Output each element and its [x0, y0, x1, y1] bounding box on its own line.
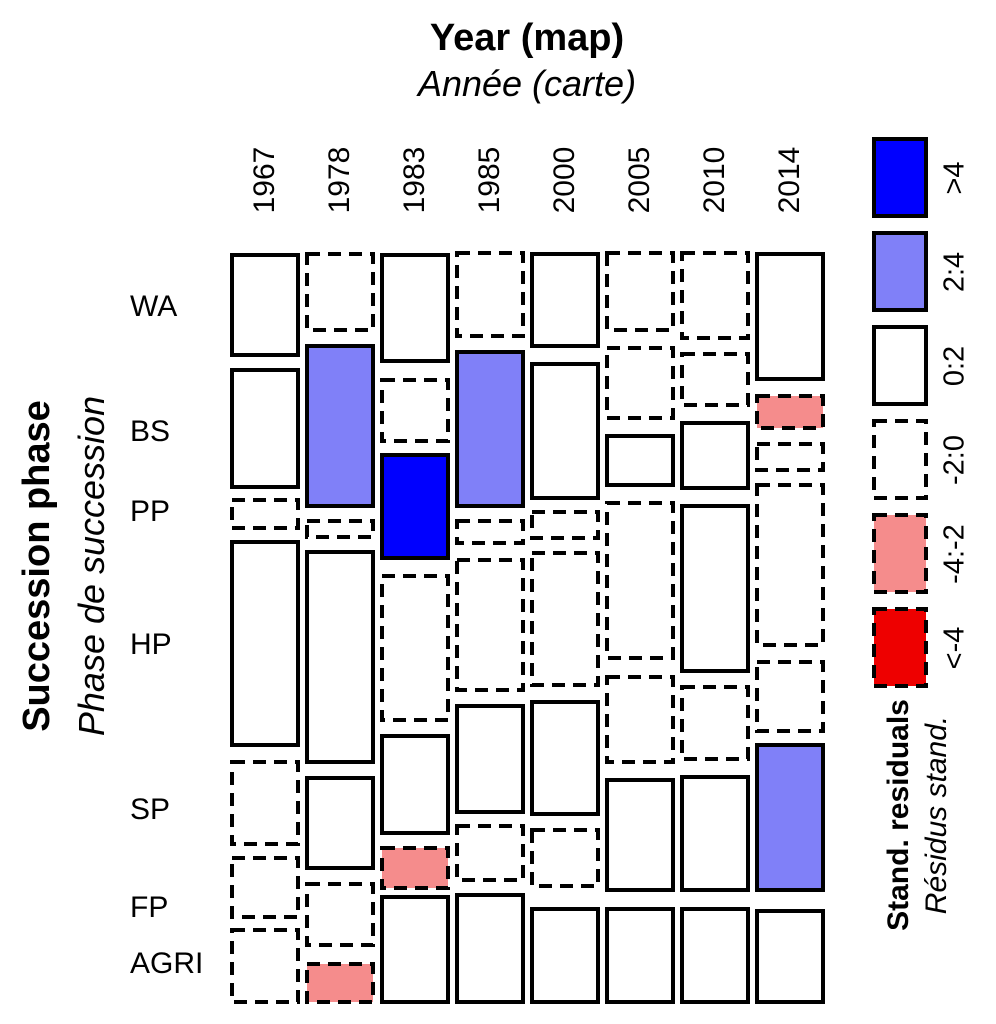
y-tick-SP: SP — [130, 793, 171, 826]
mosaic-cell-1985-AGRI — [455, 893, 525, 1004]
x-axis-title-en: Year (map) — [429, 17, 625, 59]
mosaic-cell-1978-HP — [305, 550, 375, 764]
mosaic-cell-1985-SP — [455, 704, 525, 814]
y-tick-FP: FP — [130, 891, 169, 924]
mosaic-cell-1985-WA — [455, 251, 525, 338]
mosaic-cell-1967-WA — [230, 253, 300, 357]
mosaic-cell-2005-HP — [605, 501, 675, 660]
mosaic-cell-2000-BS — [530, 362, 600, 500]
legend-swatch-2:4 — [872, 231, 928, 312]
mosaic-cell-1983-AGRI — [380, 895, 450, 1004]
y-tick-PP: PP — [130, 495, 171, 528]
mosaic-cell-2000-PP — [530, 510, 600, 540]
mosaic-cell-1967-PP — [230, 498, 300, 530]
mosaic-cell-2010-WA — [680, 251, 750, 340]
mosaic-cell-2005-WA — [605, 251, 675, 332]
mosaic-cell-1985-FP — [455, 824, 525, 882]
legend-label->4: >4 — [938, 160, 971, 195]
x-axis-title-fr: Année (carte) — [417, 63, 637, 104]
legend-label-0:2: 0:2 — [938, 345, 971, 386]
legend-swatch-0:2 — [872, 325, 928, 406]
mosaic-cell-1967-HP — [230, 540, 300, 747]
mosaic-cell-1978-WA — [305, 252, 375, 332]
mosaic-cell-1967-SP — [230, 760, 300, 846]
mosaic-cell-2005-BS — [605, 346, 675, 420]
mosaic-cell-2010-AGRI — [680, 907, 750, 1004]
mosaic-cell-1967-AGRI — [230, 928, 300, 1004]
mosaic-cell-2005-FP — [605, 778, 675, 892]
mosaic-cell-2014-BS — [755, 394, 825, 430]
y-tick-BS: BS — [130, 415, 171, 448]
mosaic-cell-1967-FP — [230, 856, 300, 919]
legend-label-2:4: 2:4 — [938, 251, 971, 292]
mosaic-cell-1978-AGRI — [305, 962, 375, 1004]
mosaic-cell-2005-SP — [605, 675, 675, 764]
mosaic-cell-1967-BS — [230, 368, 300, 489]
y-tick-WA: WA — [130, 290, 178, 323]
mosaic-cell-2010-PP — [680, 421, 750, 490]
mosaic-cell-1985-HP — [455, 558, 525, 692]
legend-swatch--2:0 — [872, 419, 928, 500]
mosaic-cell-2005-AGRI — [605, 907, 675, 1004]
legend-swatch--4:-2 — [872, 513, 928, 594]
mosaic-cell-1983-BS — [380, 378, 450, 443]
legend-label--2:0: -2:0 — [938, 434, 971, 485]
mosaic-cell-1985-PP — [455, 519, 525, 545]
mosaic-cell-2014-AGRI — [755, 909, 825, 1004]
mosaic-cell-2010-FP — [680, 775, 750, 892]
legend-swatch->4 — [872, 137, 928, 218]
mosaic-cell-2010-SP — [680, 685, 750, 761]
mosaic-cell-2014-PP — [755, 442, 825, 472]
mosaic-cell-2014-SP — [755, 660, 825, 733]
mosaic-cell-1978-SP — [305, 776, 375, 870]
mosaic-cell-2014-WA — [755, 252, 825, 381]
mosaic-cell-1978-BS — [305, 344, 375, 508]
mosaic-cell-2014-FP — [755, 743, 825, 892]
mosaic-cell-1983-HP — [380, 574, 450, 722]
mosaic-cell-2000-HP — [530, 551, 600, 687]
mosaic-cell-1983-WA — [380, 253, 450, 363]
legend-swatch-<-4 — [872, 607, 928, 688]
mosaic-cell-2000-WA — [530, 252, 600, 348]
mosaic-cell-2000-FP — [530, 828, 600, 888]
y-tick-HP: HP — [130, 628, 172, 661]
y-tick-AGRI: AGRI — [130, 947, 204, 980]
mosaic-cell-1978-PP — [305, 519, 375, 539]
mosaic-cell-1983-SP — [380, 734, 450, 835]
mosaic-cell-1978-FP — [305, 882, 375, 947]
legend-label-<-4: <-4 — [938, 626, 971, 669]
mosaic-cell-2005-PP — [605, 434, 675, 487]
mosaic-cell-1983-FP — [380, 846, 450, 890]
mosaic-cell-2000-AGRI — [530, 907, 600, 1004]
mosaic-cell-1983-PP — [380, 453, 450, 560]
mosaic-cell-2010-HP — [680, 504, 750, 673]
mosaic-cell-1985-BS — [455, 350, 525, 508]
legend-label--4:-2: -4:-2 — [938, 523, 971, 584]
mosaic-cell-2014-HP — [755, 483, 825, 647]
mosaic-cell-2010-BS — [680, 352, 750, 407]
mosaic-cell-2000-SP — [530, 700, 600, 816]
